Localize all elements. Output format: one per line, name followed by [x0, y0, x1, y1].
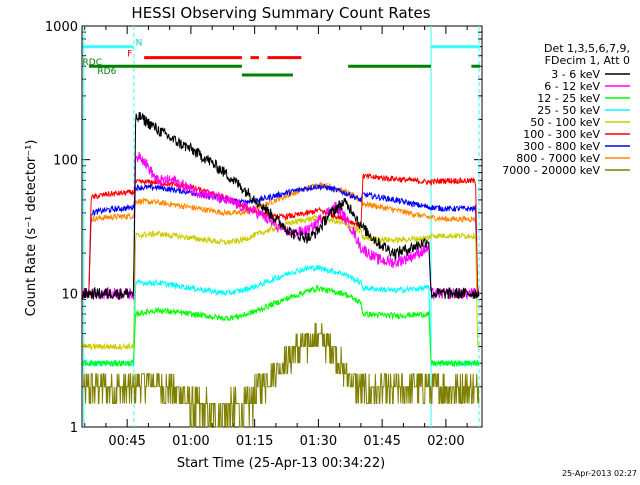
legend-entry-label: 7000 - 20000 keV [502, 164, 600, 177]
x-axis-label: Start Time (25-Apr-13 00:34:22) [177, 456, 385, 471]
legend-entry-label: 25 - 50 keV [537, 104, 600, 117]
y-tick-label: 100 [53, 154, 78, 169]
legend-entry-label: 100 - 300 keV [523, 128, 600, 141]
series-line [82, 151, 480, 301]
series-line [82, 264, 480, 368]
legend-entry-label: 12 - 25 keV [537, 92, 600, 105]
flag-bar-label: N [136, 39, 143, 49]
legend-entry-label: 800 - 7000 keV [516, 152, 600, 165]
x-tick-label: 01:15 [236, 434, 273, 449]
series-line [82, 111, 480, 300]
legend-title-line: FDecim 1, Att 0 [545, 54, 630, 67]
x-tick-label: 01:00 [172, 434, 209, 449]
x-tick-label: 01:45 [363, 434, 400, 449]
series-line [82, 172, 479, 297]
y-axis-label: Count Rate (s⁻¹ detector⁻¹) [24, 140, 39, 317]
x-tick-label: 02:00 [427, 434, 464, 449]
y-tick-label: 1 [70, 421, 78, 436]
y-tick-label: 1000 [45, 20, 78, 35]
legend-title-line: Det 1,3,5,6,7,9, [544, 42, 630, 55]
legend-entry-label: 6 - 12 keV [544, 80, 600, 93]
flag-bar-label: F [127, 50, 132, 60]
legend-entry-label: 300 - 800 keV [523, 140, 600, 153]
flag-bar-label: RD6 [97, 67, 116, 77]
plot-area: 1 10 100 1000 00:45 01:00 01:15 01:30 01:45 02:00… [45, 20, 483, 449]
footer-timestamp: 25-Apr-2013 02:27 [562, 469, 637, 478]
legend-entry-label: 3 - 6 keV [551, 68, 600, 81]
y-tick-label: 10 [61, 287, 78, 302]
chart-title: HESSI Observing Summary Count Rates [131, 4, 430, 22]
plot-frame [81, 25, 483, 428]
series-line [82, 285, 480, 368]
x-tick-label: 00:45 [108, 434, 145, 449]
series-line [82, 183, 480, 297]
legend-entry-label: 50 - 100 keV [530, 116, 600, 129]
flag-bar-label: RDC [83, 58, 102, 68]
series-line [82, 322, 480, 428]
legend: Det 1,3,5,6,7,9,FDecim 1, Att 03 - 6 keV… [502, 42, 630, 177]
x-tick-label: 01:30 [300, 434, 337, 449]
